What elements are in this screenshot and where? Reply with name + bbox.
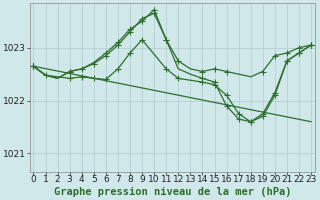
X-axis label: Graphe pression niveau de la mer (hPa): Graphe pression niveau de la mer (hPa) [53,187,291,197]
